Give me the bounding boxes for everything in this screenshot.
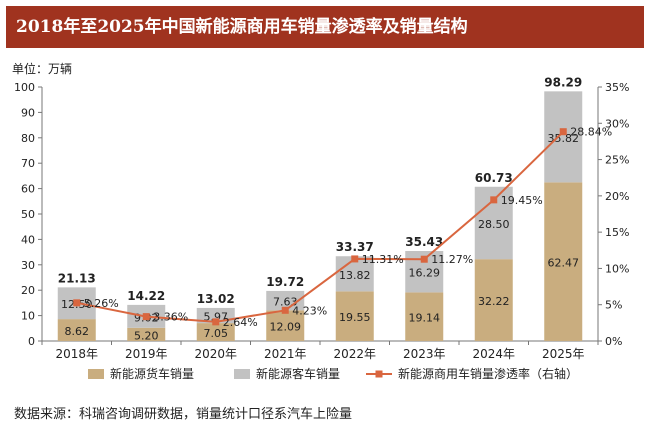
left-tick-label: 80	[21, 132, 35, 145]
bar-bus	[544, 91, 583, 183]
legend-marker-rate	[375, 370, 383, 378]
total-value-label: 33.37	[336, 240, 374, 254]
total-value-label: 60.73	[475, 171, 513, 185]
bus-value-label: 35.82	[548, 132, 580, 145]
truck-value-label: 19.14	[409, 312, 441, 325]
rate-value-label: 2.64%	[223, 316, 258, 329]
rate-value-label: 5.26%	[84, 297, 119, 310]
rate-value-label: 3.36%	[153, 311, 188, 324]
x-tick-label: 2022年	[333, 347, 376, 361]
truck-value-label: 19.55	[339, 311, 371, 324]
x-tick-label: 2019年	[125, 347, 168, 361]
total-value-label: 98.29	[544, 75, 582, 89]
truck-value-label: 32.22	[478, 295, 510, 308]
bar-truck	[474, 259, 513, 341]
title-bar: 2018年至2025年中国新能源商用车销量渗透率及销量结构	[6, 6, 644, 48]
truck-value-label: 8.62	[65, 325, 90, 338]
left-tick-label: 100	[14, 81, 35, 94]
x-tick-label: 2020年	[194, 347, 237, 361]
total-value-label: 19.72	[266, 275, 304, 289]
left-tick-label: 10	[21, 310, 35, 323]
left-tick-label: 30	[21, 259, 35, 272]
bar-truck	[57, 319, 96, 341]
left-tick-label: 40	[21, 233, 35, 246]
rate-marker	[559, 128, 567, 136]
legend-swatch-truck	[88, 369, 104, 379]
rate-value-label: 11.31%	[362, 253, 404, 266]
left-tick-label: 20	[21, 284, 35, 297]
legend-label-bus: 新能源客车销量	[256, 366, 340, 381]
left-tick-label: 90	[21, 106, 35, 119]
rate-value-label: 28.84%	[570, 126, 612, 139]
legend-label-truck: 新能源货车销量	[110, 366, 194, 381]
rate-marker	[212, 318, 220, 326]
rate-marker	[142, 313, 150, 321]
truck-value-label: 62.47	[548, 257, 580, 270]
bar-truck	[127, 327, 166, 341]
x-tick-label: 2025年	[542, 347, 585, 361]
bus-value-label: 28.50	[478, 218, 510, 231]
rate-marker	[490, 196, 498, 204]
left-tick-label: 0	[28, 335, 35, 348]
rate-value-label: 19.45%	[501, 194, 543, 207]
chart-title: 2018年至2025年中国新能源商用车销量渗透率及销量结构	[16, 17, 468, 37]
legend-label-rate: 新能源商用车销量渗透率（右轴）	[398, 366, 578, 381]
total-value-label: 14.22	[127, 289, 165, 303]
total-value-label: 35.43	[405, 235, 443, 249]
right-tick-label: 30%	[605, 117, 629, 130]
rate-marker	[351, 255, 359, 263]
right-tick-label: 5%	[605, 299, 622, 312]
unit-label: 单位：万辆	[12, 62, 73, 76]
source-note: 数据来源：科瑞咨询调研数据，销量统计口径系汽车上险量	[14, 407, 353, 422]
right-tick-label: 20%	[605, 190, 629, 203]
bus-value-label: 16.29	[409, 267, 441, 280]
bus-value-label: 13.82	[339, 269, 371, 282]
rate-marker	[420, 255, 428, 263]
right-tick-label: 25%	[605, 154, 629, 167]
x-tick-label: 2018年	[55, 347, 98, 361]
x-tick-label: 2023年	[403, 347, 446, 361]
truck-value-label: 7.05	[204, 327, 229, 340]
bar-truck	[266, 310, 305, 341]
right-tick-label: 35%	[605, 81, 629, 94]
total-value-label: 21.13	[58, 271, 96, 285]
x-tick-label: 2024年	[472, 347, 515, 361]
left-tick-label: 70	[21, 157, 35, 170]
legend-swatch-bus	[234, 369, 250, 379]
bar-truck	[196, 323, 235, 341]
right-tick-label: 10%	[605, 262, 629, 275]
left-tick-label: 60	[21, 183, 35, 196]
total-value-label: 13.02	[197, 292, 235, 306]
x-tick-label: 2021年	[264, 347, 307, 361]
bar-truck	[405, 292, 444, 341]
left-tick-label: 50	[21, 208, 35, 221]
chart-area: 0 10 20 30 40 50 60 70 80 90 100 0% 5% 10% 15% 20% 25% 30…	[14, 75, 629, 381]
rate-marker	[73, 299, 81, 307]
bar-truck	[544, 182, 583, 341]
truck-value-label: 12.09	[270, 321, 302, 334]
bar-truck	[335, 291, 374, 341]
right-tick-label: 15%	[605, 226, 629, 239]
rate-value-label: 11.27%	[431, 253, 473, 266]
truck-value-label: 5.20	[134, 329, 159, 342]
bar-bus	[266, 290, 305, 311]
rate-line	[76, 130, 564, 323]
rate-value-label: 4.23%	[292, 304, 327, 317]
right-tick-label: 0%	[605, 335, 622, 348]
rate-marker	[281, 306, 289, 314]
